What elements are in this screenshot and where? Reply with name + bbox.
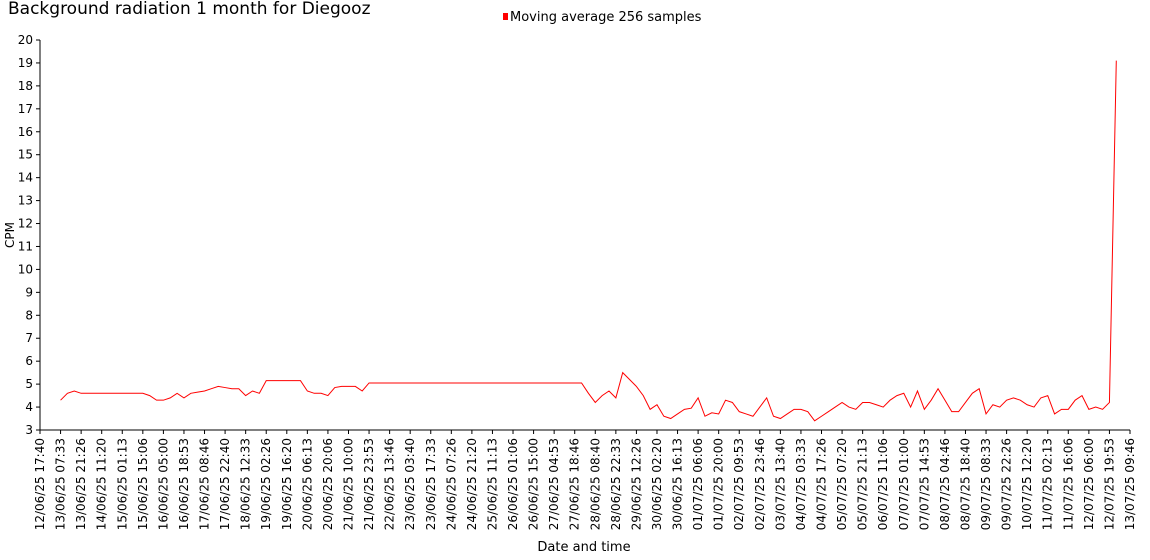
x-tick-label: 13/06/25 07:33 <box>54 438 68 530</box>
y-tick-label: 8 <box>25 308 33 322</box>
x-tick-label: 10/07/25 12:20 <box>1020 438 1034 530</box>
x-tick-label: 19/06/25 16:20 <box>280 438 294 530</box>
y-tick-label: 4 <box>25 400 33 414</box>
x-tick-label: 11/07/25 02:13 <box>1041 438 1055 530</box>
x-tick-label: 18/06/25 12:33 <box>239 438 253 530</box>
x-tick-label: 28/06/25 08:40 <box>588 438 602 530</box>
x-tick-label: 05/07/25 21:13 <box>856 438 870 530</box>
y-tick-label: 3 <box>25 423 33 437</box>
x-tick-label: 17/06/25 08:46 <box>198 438 212 530</box>
x-tick-label: 05/07/25 07:20 <box>835 438 849 530</box>
x-tick-label: 15/06/25 15:06 <box>136 438 150 530</box>
y-tick-label: 16 <box>18 125 33 139</box>
x-tick-label: 27/06/25 04:53 <box>547 438 561 530</box>
x-tick-label: 30/06/25 16:13 <box>671 438 685 530</box>
legend-swatch <box>503 13 508 20</box>
legend-label: Moving average 256 samples <box>510 10 702 25</box>
x-tick-label: 30/06/25 02:20 <box>650 438 664 530</box>
y-tick-label: 12 <box>18 217 33 231</box>
x-tick-label: 26/06/25 15:00 <box>527 438 541 530</box>
y-tick-label: 20 <box>18 33 33 47</box>
x-tick-label: 17/06/25 22:40 <box>218 438 232 530</box>
y-axis-label: CPM <box>3 222 17 248</box>
y-tick-label: 14 <box>18 171 33 185</box>
x-tick-label: 01/07/25 06:06 <box>691 438 705 530</box>
x-tick-label: 11/07/25 16:06 <box>1061 438 1075 530</box>
y-tick-label: 6 <box>25 354 33 368</box>
x-tick-label: 12/07/25 06:00 <box>1082 438 1096 530</box>
data-line <box>60 60 1117 422</box>
x-tick-label: 25/06/25 11:13 <box>485 438 499 530</box>
x-tick-label: 12/07/25 19:53 <box>1102 438 1116 530</box>
y-tick-label: 10 <box>18 262 33 276</box>
x-tick-label: 09/07/25 08:33 <box>979 438 993 530</box>
chart-title: Background radiation 1 month for Diegooz <box>8 0 371 19</box>
x-tick-label: 27/06/25 18:46 <box>568 438 582 530</box>
x-tick-label: 28/06/25 22:33 <box>609 438 623 530</box>
y-tick-label: 13 <box>18 194 33 208</box>
x-tick-label: 16/06/25 05:00 <box>156 438 170 530</box>
x-tick-label: 04/07/25 17:26 <box>815 438 829 530</box>
x-tick-label: 21/06/25 10:00 <box>341 438 355 530</box>
x-tick-label: 13/07/25 09:46 <box>1123 438 1137 530</box>
x-tick-label: 12/06/25 17:40 <box>33 438 47 530</box>
x-tick-label: 07/07/25 01:00 <box>897 438 911 530</box>
y-tick-label: 19 <box>18 56 33 70</box>
x-tick-label: 03/07/25 13:40 <box>773 438 787 530</box>
x-tick-label: 06/07/25 11:06 <box>876 438 890 530</box>
x-tick-label: 24/06/25 21:20 <box>465 438 479 530</box>
x-tick-label: 23/06/25 17:33 <box>424 438 438 530</box>
x-tick-label: 26/06/25 01:06 <box>506 438 520 530</box>
x-axis-label: Date and time <box>537 540 630 555</box>
y-tick-label: 17 <box>18 102 33 116</box>
x-tick-label: 04/07/25 03:33 <box>794 438 808 530</box>
x-tick-label: 01/07/25 20:00 <box>712 438 726 530</box>
x-tick-label: 21/06/25 23:53 <box>362 438 376 530</box>
x-tick-label: 08/07/25 04:46 <box>938 438 952 530</box>
x-tick-label: 15/06/25 01:13 <box>115 438 129 530</box>
x-tick-label: 19/06/25 02:26 <box>259 438 273 530</box>
y-tick-label: 7 <box>25 331 33 345</box>
x-tick-label: 07/07/25 14:53 <box>917 438 931 530</box>
x-tick-label: 29/06/25 12:26 <box>629 438 643 530</box>
x-tick-label: 02/07/25 23:46 <box>753 438 767 530</box>
x-tick-label: 20/06/25 20:06 <box>321 438 335 530</box>
x-tick-label: 14/06/25 11:20 <box>95 438 109 530</box>
x-tick-label: 24/06/25 07:26 <box>444 438 458 530</box>
x-tick-label: 23/06/25 03:40 <box>403 438 417 530</box>
x-tick-label: 02/07/25 09:53 <box>732 438 746 530</box>
y-tick-label: 15 <box>18 148 33 162</box>
y-tick-label: 9 <box>25 285 33 299</box>
x-tick-label: 22/06/25 13:46 <box>383 438 397 530</box>
y-tick-label: 5 <box>25 377 33 391</box>
y-tick-label: 11 <box>18 239 33 253</box>
x-tick-label: 16/06/25 18:53 <box>177 438 191 530</box>
x-tick-label: 09/07/25 22:26 <box>1000 438 1014 530</box>
x-tick-label: 20/06/25 06:13 <box>300 438 314 530</box>
x-tick-label: 13/06/25 21:26 <box>74 438 88 530</box>
x-tick-label: 08/07/25 18:40 <box>958 438 972 530</box>
y-tick-label: 18 <box>18 79 33 93</box>
